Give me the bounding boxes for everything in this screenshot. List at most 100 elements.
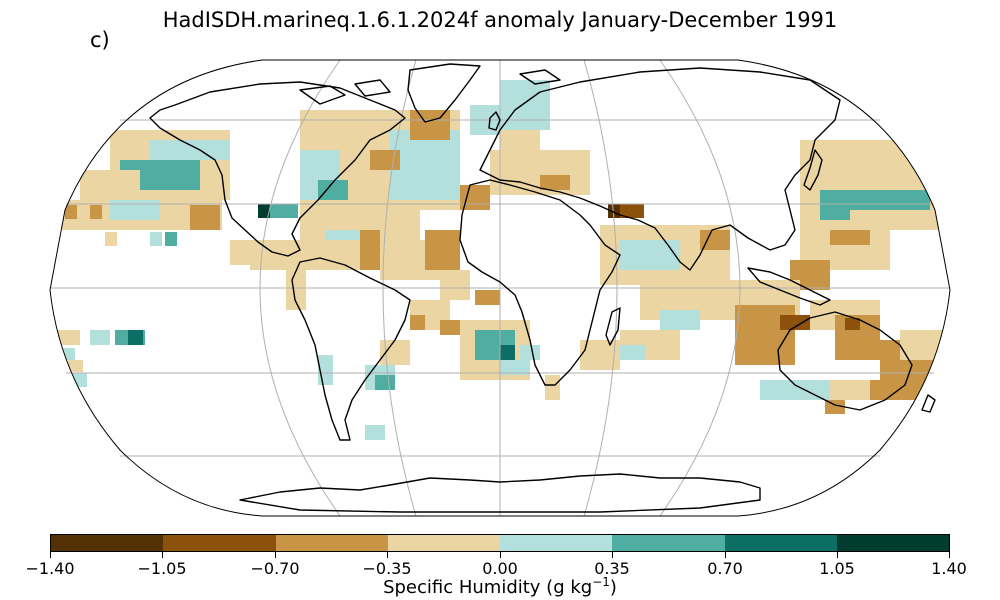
coastlines <box>149 63 936 513</box>
data-cell <box>620 204 644 218</box>
coast-madagascar <box>605 307 621 346</box>
coast-eurasia <box>479 67 841 271</box>
data-cell <box>440 270 470 300</box>
data-cell <box>60 348 75 360</box>
data-cell <box>68 360 83 372</box>
data-cell <box>700 230 730 250</box>
data-cell <box>370 150 400 170</box>
coast-antarctica <box>239 473 761 513</box>
data-cell <box>475 290 500 305</box>
data-cell <box>735 305 795 365</box>
data-cell <box>55 330 80 345</box>
colorbar-tick <box>162 552 163 558</box>
colorbar-title-suffix: ) <box>609 577 617 598</box>
data-cell <box>390 130 460 200</box>
map-title: HadISDH.marineq.1.6.1.2024f anomaly Janu… <box>162 8 838 32</box>
data-cell <box>90 205 102 219</box>
coast-south-america <box>291 257 411 441</box>
graticule <box>50 59 950 517</box>
colorbar-tick-label: −1.05 <box>137 559 187 578</box>
data-cell <box>780 315 810 330</box>
data-cell <box>620 345 645 360</box>
coast-indonesia <box>747 267 831 306</box>
data-cell <box>540 175 570 190</box>
data-cell <box>80 170 140 200</box>
globe-outline <box>49 59 951 517</box>
colorbar-tick <box>50 552 51 558</box>
data-cell <box>825 400 845 414</box>
data-cell <box>830 230 870 245</box>
colorbar-tick-label: 1.05 <box>819 559 855 578</box>
colorbar-tick <box>949 552 950 558</box>
colorbar-tick <box>275 552 276 558</box>
colorbar-segment <box>163 535 276 551</box>
coast-africa <box>459 179 621 386</box>
data-cell <box>500 360 530 375</box>
colorbar-tick <box>500 552 501 558</box>
coast-new-zealand <box>921 394 936 413</box>
data-cell <box>545 375 560 400</box>
coast-japan <box>803 149 823 191</box>
colorbar-tick <box>387 552 388 558</box>
data-cell <box>410 315 425 330</box>
data-cell <box>110 200 160 220</box>
colorbar-tick <box>612 552 613 558</box>
colorbar-tick-label: −0.35 <box>362 559 412 578</box>
colorbar-tick-label: 0.00 <box>482 559 518 578</box>
data-cell <box>365 425 385 440</box>
data-cell <box>500 80 550 130</box>
colorbar-tick <box>837 552 838 558</box>
colorbar-title: Specific Humidity (g kg−1) <box>0 575 1000 598</box>
colorbar-segment <box>275 535 388 551</box>
data-cell <box>65 205 77 219</box>
colorbar-segment <box>724 535 837 551</box>
data-cell <box>375 375 395 390</box>
coast-australia <box>777 311 913 411</box>
colorbar-tick-label: −0.70 <box>250 559 300 578</box>
colorbar-segment <box>500 535 613 551</box>
colorbar-tick-label: 1.40 <box>931 559 967 578</box>
data-cell <box>250 240 370 270</box>
data-cell <box>500 345 515 360</box>
data-cell <box>165 232 177 246</box>
data-cell <box>500 130 540 150</box>
data-cell <box>286 270 306 310</box>
coast-uk <box>488 111 501 131</box>
colorbar-segment <box>612 535 725 551</box>
data-cell <box>190 205 220 230</box>
colorbar-segment <box>387 535 500 551</box>
colorbar-tick <box>725 552 726 558</box>
data-cell <box>870 380 930 400</box>
data-cell <box>360 230 380 270</box>
data-cell <box>410 110 450 140</box>
data-cell <box>318 180 348 200</box>
data-cell <box>620 240 680 270</box>
data-cell <box>150 140 230 160</box>
anomaly-cells <box>55 80 945 440</box>
data-cell <box>425 230 460 270</box>
colorbar-tick-label: 0.70 <box>707 559 743 578</box>
data-cell <box>820 205 850 220</box>
data-cell <box>128 330 143 345</box>
data-cell <box>90 330 110 345</box>
colorbar-title-text: Specific Humidity (g kg <box>383 577 593 598</box>
data-cell <box>258 204 270 218</box>
colorbar-tick-label: −1.40 <box>25 559 75 578</box>
colorbar-segment <box>51 535 164 551</box>
data-cell <box>520 345 540 360</box>
data-cell <box>150 232 162 246</box>
data-cell <box>660 310 700 330</box>
coast-north-america <box>149 81 406 257</box>
coast-arctic-islands <box>299 69 561 105</box>
colorbar-title-exponent: −1 <box>592 575 610 589</box>
coast-greenland <box>407 63 481 123</box>
data-cell <box>440 320 460 335</box>
data-cell <box>105 232 117 246</box>
data-cell <box>845 318 860 330</box>
colorbar-segment <box>836 535 949 551</box>
colorbar <box>50 534 950 552</box>
colorbar-tick-label: 0.35 <box>594 559 630 578</box>
data-cell <box>830 380 880 400</box>
panel-label: c) <box>90 28 110 52</box>
